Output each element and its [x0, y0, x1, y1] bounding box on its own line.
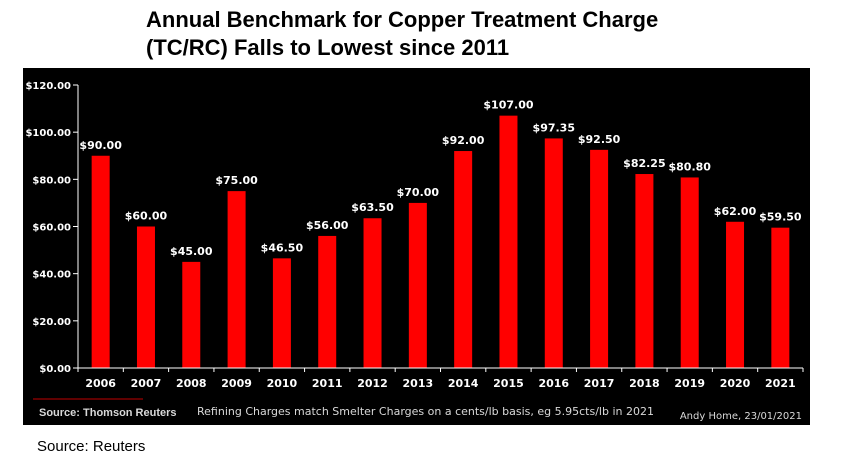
x-tick-label-2007: 2007: [131, 377, 162, 390]
bar-2016: [544, 138, 563, 368]
y-axis: $0.00 $20.00 $40.00 $60.00 $80.00 $100.00 $120…: [25, 81, 79, 375]
bar-2020: [726, 221, 745, 368]
x-tick-label-2008: 2008: [176, 377, 207, 390]
x-axis: 2006 2007 2008 2009 2010 2011 2012 2013 2014 2015…: [77, 367, 804, 390]
bar-2012: [363, 218, 382, 368]
x-tick-label-2021: 2021: [765, 377, 796, 390]
data-label-2019: $80.80: [668, 160, 711, 173]
y-tick-label: $80.00: [32, 175, 71, 186]
data-label-2010: $46.50: [261, 241, 304, 254]
bar-2006: [91, 155, 110, 368]
data-label-2017: $92.50: [578, 133, 621, 146]
bar-2019: [680, 177, 699, 368]
x-tick-label-2013: 2013: [403, 377, 434, 390]
bar-series: [91, 115, 790, 369]
data-label-2015: $107.00: [483, 99, 533, 112]
bar-2013: [408, 202, 427, 368]
bar-2014: [454, 151, 473, 368]
footnote: Refining Charges match Smelter Charges o…: [197, 405, 654, 418]
x-tick-label-2006: 2006: [85, 377, 116, 390]
data-label-2008: $45.00: [170, 245, 213, 258]
bar-2021: [771, 227, 790, 368]
bar-2008: [182, 261, 201, 368]
y-tick-label: $120.00: [25, 81, 71, 92]
bar-2018: [635, 174, 654, 368]
chart-panel: $0.00 $20.00 $40.00 $60.00 $80.00 $100.00 $120…: [23, 68, 810, 425]
credit: Andy Home, 23/01/2021: [680, 411, 802, 422]
data-label-2020: $62.00: [714, 205, 757, 218]
data-label-2013: $70.00: [397, 186, 440, 199]
data-labels: $90.00 $60.00 $45.00 $75.00 $46.50$56.00$63.…: [79, 99, 801, 258]
data-label-2009: $75.00: [215, 174, 258, 187]
y-tick-label: $60.00: [32, 223, 71, 234]
chart-title: Annual Benchmark for Copper Treatment Ch…: [146, 6, 786, 62]
chart-title-line-1: Annual Benchmark for Copper Treatment Ch…: [146, 7, 659, 32]
x-tick-label-2009: 2009: [221, 377, 252, 390]
bar-2007: [136, 226, 155, 368]
source-note: Source: Thomson Reuters: [39, 407, 177, 419]
chart-title-line-2: (TC/RC) Falls to Lowest since 2011: [146, 35, 510, 60]
bar-chart: $0.00 $20.00 $40.00 $60.00 $80.00 $100.00 $120…: [25, 81, 804, 422]
x-tick-label-2016: 2016: [538, 377, 569, 390]
bar-2011: [318, 235, 337, 368]
data-label-2014: $92.00: [442, 134, 485, 147]
y-tick-label: $40.00: [32, 270, 71, 281]
x-tick-label-2014: 2014: [448, 377, 479, 390]
y-tick-label: $0.00: [39, 364, 71, 375]
data-label-2012: $63.50: [351, 201, 394, 214]
bar-2010: [272, 258, 291, 368]
x-tick-label-2012: 2012: [357, 377, 388, 390]
source-caption: Source: Reuters: [37, 438, 146, 455]
x-tick-label-2017: 2017: [584, 377, 615, 390]
x-tick-label-2011: 2011: [312, 377, 343, 390]
x-tick-label-2020: 2020: [720, 377, 751, 390]
x-tick-label-2018: 2018: [629, 377, 660, 390]
bar-2017: [590, 149, 609, 368]
data-label-2006: $90.00: [79, 139, 122, 152]
y-tick-label: $100.00: [25, 128, 71, 139]
data-label-2018: $82.25: [623, 157, 665, 170]
bar-2015: [499, 115, 518, 369]
bar-2009: [227, 191, 246, 368]
y-tick-label: $20.00: [32, 317, 71, 328]
x-tick-label-2015: 2015: [493, 377, 524, 390]
data-label-2021: $59.50: [759, 211, 802, 224]
x-tick-label-2010: 2010: [267, 377, 298, 390]
data-label-2007: $60.00: [125, 210, 168, 223]
data-label-2016: $97.35: [533, 121, 575, 134]
data-label-2011: $56.00: [306, 219, 349, 232]
x-tick-label-2019: 2019: [674, 377, 705, 390]
